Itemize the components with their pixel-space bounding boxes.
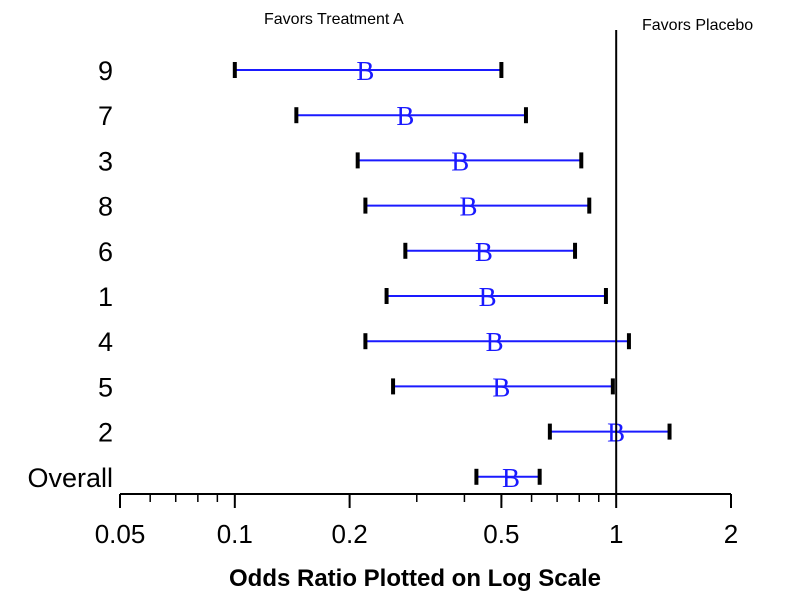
annotation-favors-placebo: Favors Placebo (642, 17, 753, 34)
row-label: 4 (98, 327, 113, 357)
x-tick-label: 0.2 (332, 519, 368, 549)
x-axis-title: Odds Ratio Plotted on Log Scale (229, 565, 601, 592)
row-label: 3 (98, 146, 113, 176)
row-label: 5 (98, 372, 113, 402)
annotation-favors-treatment: Favors Treatment A (264, 11, 404, 28)
x-tick-label: 0.05 (95, 519, 146, 549)
x-tick-label: 0.1 (217, 519, 253, 549)
point-estimate-marker: B (492, 372, 510, 402)
row-label: Overall (27, 463, 113, 493)
point-estimate-marker: B (460, 192, 478, 222)
point-estimate-marker: B (502, 463, 520, 493)
point-estimate-marker: B (479, 282, 497, 312)
point-estimate-marker: B (396, 101, 414, 131)
row-label: 8 (98, 192, 113, 222)
row-label: 1 (98, 282, 113, 312)
forest-row: Overall B (27, 463, 542, 493)
point-estimate-marker: B (451, 146, 469, 176)
point-estimate-marker: B (356, 56, 374, 86)
x-tick-label: 2 (724, 519, 738, 549)
row-label: 6 (98, 237, 113, 267)
x-axis: 0.05 0.1 0.2 0.5 1 2 (95, 30, 738, 549)
row-label: 9 (98, 56, 113, 86)
x-tick-label: 1 (609, 519, 623, 549)
x-tick-label: 0.5 (483, 519, 519, 549)
point-estimate-marker: B (486, 327, 504, 357)
row-label: 2 (98, 418, 113, 448)
point-estimate-marker: B (475, 237, 493, 267)
row-label: 7 (98, 101, 113, 131)
